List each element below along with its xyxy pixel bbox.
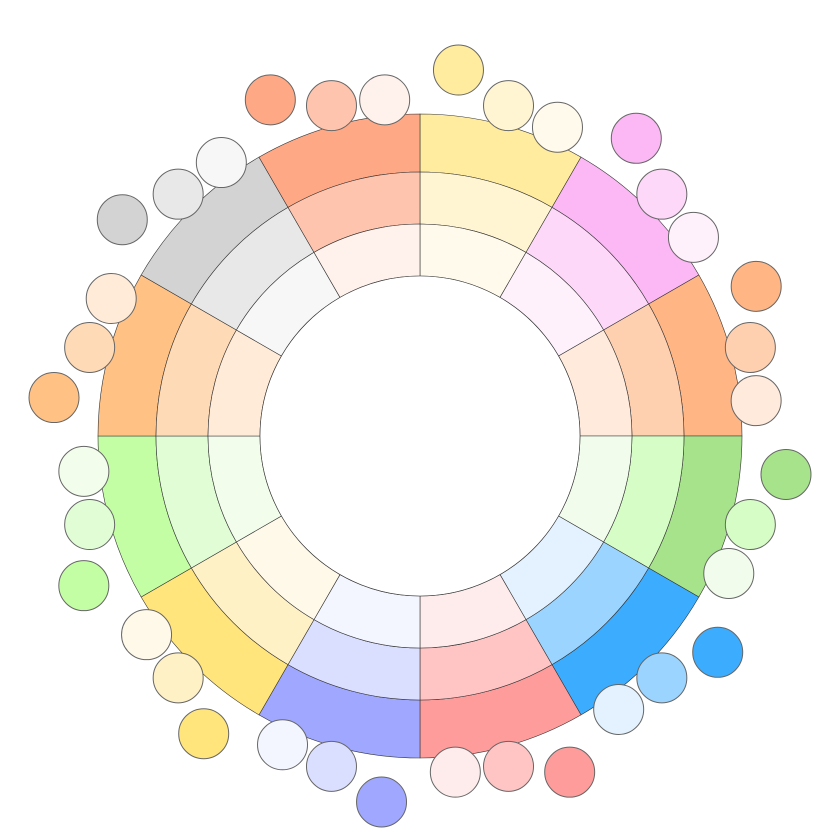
- swatch-gray-2[interactable]: [152, 168, 204, 220]
- sector-salmon: [258, 113, 421, 298]
- swatch-apricot-1[interactable]: [28, 372, 80, 424]
- swatch-group-pink: [610, 112, 719, 263]
- swatch-gold-2[interactable]: [152, 652, 204, 704]
- swatch-group-indigo: [257, 719, 408, 828]
- swatch-indigo-1[interactable]: [356, 776, 408, 828]
- swatch-group-gray: [96, 137, 247, 246]
- sector-yellow: [419, 113, 582, 298]
- swatch-lime-2[interactable]: [64, 499, 116, 551]
- swatch-group-green: [703, 448, 812, 599]
- swatch-group-gold: [121, 609, 230, 760]
- swatch-group-lime: [58, 445, 116, 612]
- sector-red: [419, 574, 582, 759]
- swatch-group-salmon: [244, 74, 411, 132]
- swatch-orange-1[interactable]: [730, 260, 782, 312]
- swatch-green-1[interactable]: [760, 448, 812, 500]
- swatch-blue-3[interactable]: [593, 683, 645, 735]
- swatch-red-3[interactable]: [429, 746, 481, 798]
- swatch-gray-3[interactable]: [195, 137, 247, 189]
- sector-indigo: [258, 574, 421, 759]
- swatch-red-2[interactable]: [483, 740, 535, 792]
- swatch-yellow-1[interactable]: [432, 44, 484, 96]
- color-wheel-rings: [97, 113, 743, 759]
- swatch-lime-3[interactable]: [58, 445, 110, 497]
- swatch-salmon-3[interactable]: [359, 74, 411, 126]
- swatch-pink-3[interactable]: [667, 211, 719, 263]
- swatch-group-apricot: [28, 273, 137, 424]
- swatch-group-blue: [593, 626, 744, 735]
- sector-apricot: [97, 274, 282, 437]
- swatch-apricot-2[interactable]: [64, 321, 116, 373]
- swatch-gold-3[interactable]: [121, 609, 173, 661]
- swatch-salmon-2[interactable]: [305, 80, 357, 132]
- swatch-blue-1[interactable]: [692, 626, 744, 678]
- swatch-orange-2[interactable]: [724, 321, 776, 373]
- color-wheel-hub: [259, 275, 581, 597]
- swatch-group-red: [429, 740, 596, 798]
- swatch-salmon-1[interactable]: [244, 74, 296, 126]
- swatch-lime-1[interactable]: [58, 560, 110, 612]
- sector-green: [558, 435, 743, 598]
- swatch-yellow-2[interactable]: [483, 80, 535, 132]
- swatch-orange-3[interactable]: [730, 375, 782, 427]
- sector-blue: [499, 515, 700, 716]
- swatch-apricot-3[interactable]: [85, 273, 137, 325]
- swatch-pink-2[interactable]: [636, 168, 688, 220]
- swatch-gray-1[interactable]: [96, 194, 148, 246]
- swatch-group-orange: [724, 260, 782, 427]
- swatch-red-1[interactable]: [544, 746, 596, 798]
- swatch-indigo-3[interactable]: [257, 719, 309, 771]
- swatch-blue-2[interactable]: [636, 652, 688, 704]
- color-swatches: [28, 44, 812, 828]
- swatch-pink-1[interactable]: [610, 112, 662, 164]
- swatch-gold-1[interactable]: [178, 708, 230, 760]
- swatch-yellow-3[interactable]: [531, 101, 583, 153]
- sector-orange: [558, 274, 743, 437]
- sector-lime: [97, 435, 282, 598]
- swatch-indigo-2[interactable]: [305, 740, 357, 792]
- swatch-green-3[interactable]: [703, 547, 755, 599]
- swatch-group-yellow: [432, 44, 583, 153]
- swatch-green-2[interactable]: [724, 499, 776, 551]
